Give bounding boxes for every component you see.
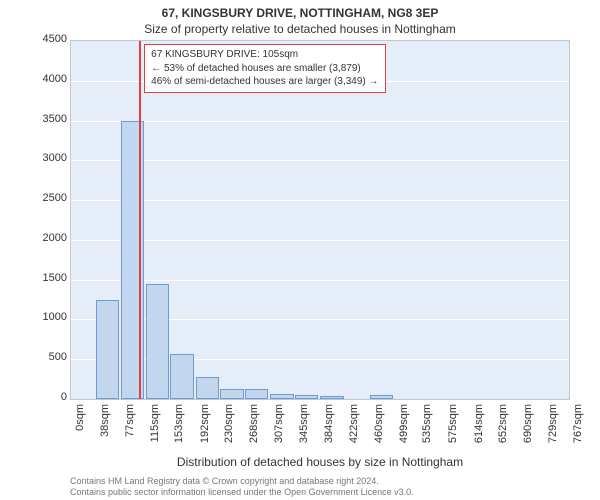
histogram-bar <box>170 354 193 399</box>
gridline <box>71 240 569 241</box>
histogram-bar <box>245 389 268 399</box>
y-tick: 3000 <box>17 152 67 164</box>
property-marker-line <box>139 41 141 399</box>
histogram-bar <box>96 300 119 399</box>
y-tick: 3500 <box>17 113 67 125</box>
y-tick: 2500 <box>17 192 67 204</box>
histogram-bar <box>270 394 293 399</box>
histogram-bar <box>320 396 343 399</box>
attribution-footer: Contains HM Land Registry data © Crown c… <box>70 476 570 498</box>
y-tick: 1000 <box>17 311 67 323</box>
y-tick: 2000 <box>17 232 67 244</box>
y-tick: 500 <box>17 351 67 363</box>
annotation-line: 46% of semi-detached houses are larger (… <box>151 75 378 89</box>
y-tick: 0 <box>17 391 67 403</box>
y-tick: 4500 <box>17 33 67 45</box>
footer-line-1: Contains HM Land Registry data © Crown c… <box>70 476 570 487</box>
histogram-bar <box>196 377 219 399</box>
histogram-bar <box>146 284 169 399</box>
histogram-bar <box>370 395 393 399</box>
histogram-bar <box>295 395 318 399</box>
annotation-line: 67 KINGSBURY DRIVE: 105sqm <box>151 48 378 62</box>
gridline <box>71 160 569 161</box>
chart-subtitle: Size of property relative to detached ho… <box>0 22 600 36</box>
plot-area <box>70 40 570 400</box>
annotation-line: ← 53% of detached houses are smaller (3,… <box>151 62 378 76</box>
footer-line-2: Contains public sector information licen… <box>70 487 570 498</box>
gridline <box>71 200 569 201</box>
property-annotation: 67 KINGSBURY DRIVE: 105sqm← 53% of detac… <box>144 44 385 93</box>
y-tick: 4000 <box>17 73 67 85</box>
histogram-bar <box>220 389 243 399</box>
gridline <box>71 121 569 122</box>
x-axis-label: Distribution of detached houses by size … <box>70 455 570 469</box>
gridline <box>71 280 569 281</box>
x-tick: 767sqm <box>572 404 592 464</box>
chart-root: 67, KINGSBURY DRIVE, NOTTINGHAM, NG8 3EP… <box>0 0 600 500</box>
y-tick: 1500 <box>17 272 67 284</box>
chart-title: 67, KINGSBURY DRIVE, NOTTINGHAM, NG8 3EP <box>0 6 600 20</box>
